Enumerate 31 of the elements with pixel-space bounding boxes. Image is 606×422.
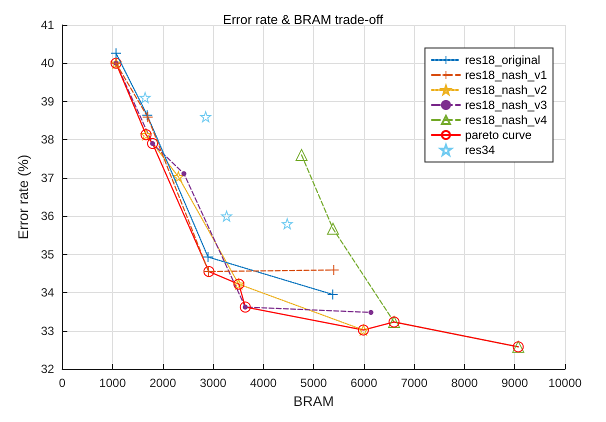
x-tick-label: 0 [58, 376, 66, 390]
y-tick-label: 36 [40, 209, 55, 224]
legend-label: res18_nash_v1 [464, 68, 548, 82]
x-tick-label: 1000 [99, 376, 126, 390]
y-tick-label: 35 [40, 247, 55, 262]
y-tick-label: 40 [40, 56, 55, 70]
x-tick-label: 10000 [548, 376, 582, 390]
x-tick-label: 5000 [300, 376, 328, 390]
legend-label: res18_nash_v2 [464, 83, 548, 97]
y-tick-label: 39 [40, 94, 55, 108]
x-tick-label: 9000 [501, 376, 528, 390]
legend-label: res18_nash_v3 [464, 98, 548, 112]
x-tick-label: 3000 [200, 376, 227, 390]
y-tick-label: 38 [40, 132, 55, 147]
x-tick-label: 2000 [149, 376, 176, 390]
x-axis-title: BRAM [293, 392, 334, 409]
legend-label: res18_nash_v4 [464, 113, 548, 127]
legend-label: res18_original [464, 53, 540, 67]
x-tick-label: 4000 [250, 376, 278, 390]
y-tick-label: 32 [40, 362, 55, 376]
y-tick-label: 34 [40, 286, 55, 300]
y-axis-title: Error rate (%) [15, 154, 31, 240]
x-tick-label: 7000 [400, 376, 428, 390]
y-tick-label: 37 [40, 170, 55, 185]
x-tick-label: 6000 [350, 376, 378, 390]
chart-title: Error rate & BRAM trade-off [222, 12, 384, 27]
legend-label: res34 [464, 143, 496, 157]
y-tick-label: 33 [40, 324, 55, 338]
legend-label: pareto curve [464, 128, 532, 142]
y-tick-label: 41 [40, 18, 55, 32]
x-tick-label: 8000 [451, 376, 478, 390]
